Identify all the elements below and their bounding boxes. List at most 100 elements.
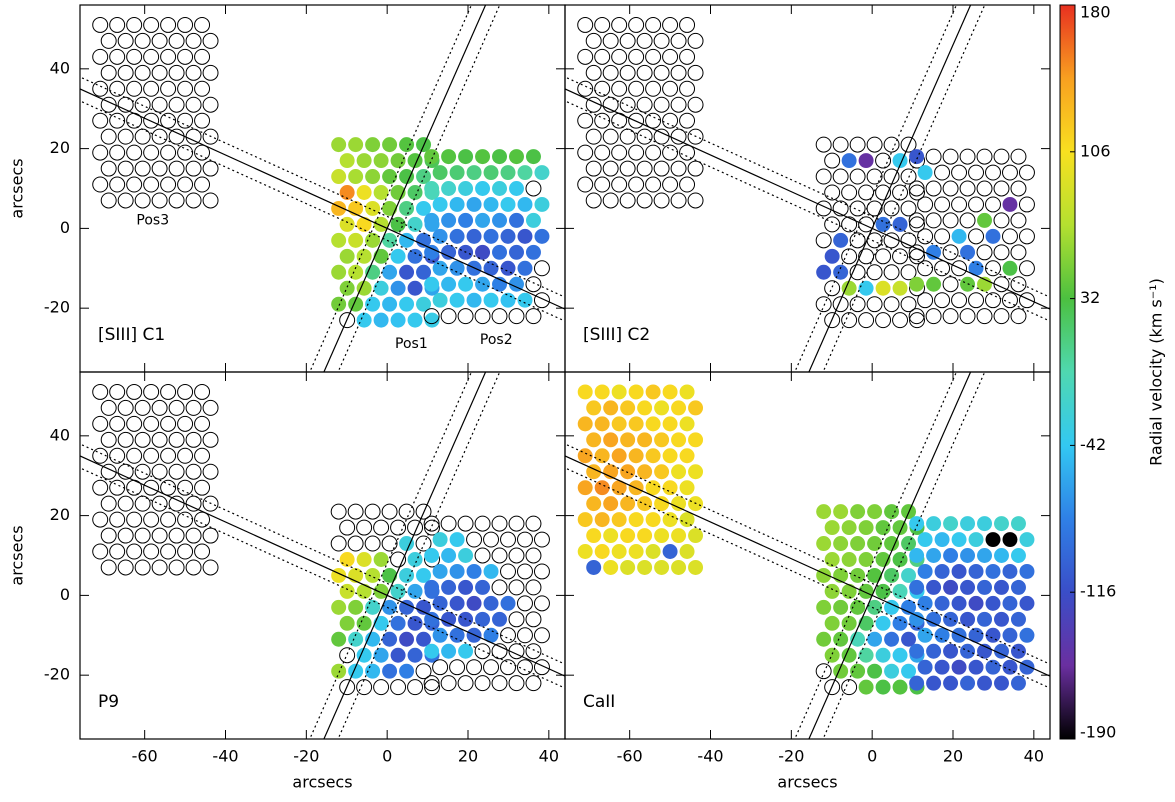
empty-fiber: [883, 264, 900, 281]
fiber: [399, 567, 415, 583]
fiber: [331, 137, 347, 153]
empty-fiber: [917, 228, 934, 245]
fiber: [628, 544, 644, 559]
empty-fiber: [143, 112, 160, 129]
empty-fiber: [185, 527, 202, 544]
empty-fiber: [925, 148, 942, 165]
fiber: [475, 611, 491, 627]
panel-frame: [564, 371, 1051, 740]
empty-fiber: [185, 431, 202, 448]
empty-fiber: [356, 519, 373, 536]
fiber: [926, 611, 942, 627]
empty-fiber: [168, 160, 185, 177]
empty-fiber: [194, 383, 211, 400]
fiber: [373, 185, 389, 200]
fiber: [645, 512, 661, 528]
fiber: [985, 627, 1001, 643]
fiber: [441, 244, 457, 260]
fiber: [875, 280, 891, 296]
empty-fiber: [594, 80, 611, 97]
fiber: [390, 216, 406, 232]
fiber: [620, 400, 636, 416]
empty-fiber: [134, 559, 151, 576]
empty-fiber: [168, 527, 185, 544]
empty-fiber: [653, 64, 670, 81]
empty-fiber: [177, 415, 194, 432]
fiber: [833, 264, 849, 280]
fiber: [449, 165, 465, 181]
fiber: [365, 200, 381, 216]
empty-fiber: [500, 563, 516, 580]
x-tick-label: 40: [1024, 747, 1044, 766]
empty-fiber: [517, 531, 533, 548]
fiber: [951, 659, 967, 675]
colorbar-tick-label: 32: [1080, 288, 1100, 307]
empty-fiber: [491, 675, 508, 692]
fiber: [339, 615, 355, 631]
empty-fiber: [474, 675, 491, 692]
fiber: [858, 679, 874, 695]
empty-fiber: [585, 160, 602, 177]
fiber: [399, 631, 415, 647]
fiber: [399, 137, 415, 153]
empty-fiber: [993, 212, 1010, 229]
empty-fiber: [602, 192, 619, 209]
empty-fiber: [508, 611, 525, 628]
empty-fiber: [100, 495, 117, 512]
fiber: [466, 563, 482, 579]
fiber: [382, 137, 398, 153]
empty-fiber: [347, 535, 364, 552]
empty-fiber: [92, 479, 109, 496]
fiber: [407, 615, 423, 631]
x-tick-label: 0: [867, 747, 877, 766]
empty-fiber: [117, 527, 134, 544]
empty-fiber: [645, 48, 662, 65]
panel: [80, 372, 565, 739]
empty-fiber: [577, 176, 594, 193]
empty-fiber: [866, 136, 883, 153]
empty-fiber: [134, 32, 151, 49]
fiber: [373, 248, 389, 264]
fiber: [994, 643, 1009, 659]
empty-fiber: [194, 447, 211, 464]
empty-fiber: [1002, 164, 1018, 181]
fiber: [934, 563, 950, 579]
empty-fiber: [500, 659, 516, 676]
fiber: [909, 149, 925, 165]
empty-fiber: [100, 192, 117, 209]
empty-fiber: [900, 136, 917, 153]
empty-fiber: [151, 431, 168, 448]
fiber: [951, 532, 967, 548]
empty-fiber: [525, 276, 542, 293]
fiber: [331, 663, 347, 679]
empty-fiber: [1018, 196, 1035, 213]
fiber: [960, 579, 976, 595]
empty-fiber: [168, 399, 185, 416]
fiber: [449, 228, 465, 244]
empty-fiber: [117, 192, 134, 209]
fiber: [331, 169, 347, 185]
empty-fiber: [925, 180, 942, 197]
empty-fiber: [440, 308, 457, 325]
empty-fiber: [832, 136, 849, 153]
fiber: [943, 643, 959, 659]
empty-fiber: [611, 176, 628, 193]
empty-fiber: [619, 64, 636, 81]
empty-fiber: [185, 495, 202, 512]
empty-fiber: [594, 112, 611, 129]
empty-fiber: [636, 160, 653, 177]
fiber: [356, 312, 372, 328]
empty-fiber: [976, 244, 993, 261]
fiber: [416, 631, 432, 647]
empty-fiber: [934, 196, 951, 213]
fiber: [356, 216, 372, 232]
empty-fiber: [525, 675, 542, 692]
fiber: [356, 185, 372, 200]
empty-fiber: [892, 184, 909, 201]
fiber: [509, 244, 524, 260]
fiber: [951, 563, 967, 579]
fiber: [407, 248, 423, 264]
fiber: [382, 264, 398, 280]
fiber: [926, 675, 942, 691]
